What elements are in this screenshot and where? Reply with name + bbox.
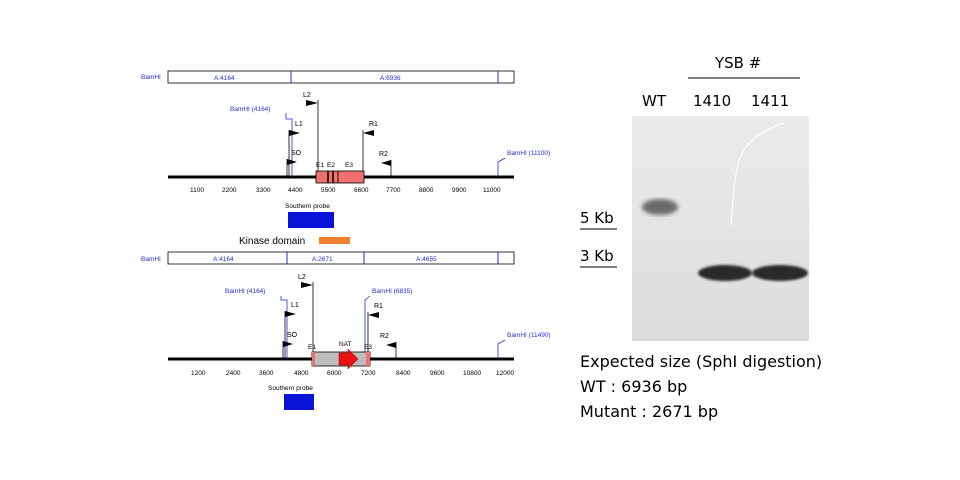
wt-fragment-label: A:6936 (380, 75, 401, 82)
mut-fragment-label: A:4164 (213, 256, 234, 263)
primer-label: L2 (298, 274, 306, 281)
wt-site-label: BamHI (4164) (230, 106, 270, 113)
ysb-header: YSB # (714, 54, 761, 72)
mut-primer-l2: L2 (298, 274, 314, 359)
nat-arrow (338, 348, 359, 370)
wt-map: BamHI A:4164 A:6936 BamHI (4164) BamHI (… (141, 70, 550, 247)
primer-label: L1 (291, 302, 299, 309)
tick-label: 9600 (430, 370, 445, 377)
wt-primer-r1: R1 (362, 121, 378, 177)
wt-probe-label: Southern probe (285, 203, 330, 210)
tick-label: 4800 (294, 370, 309, 377)
primer-label: L2 (303, 92, 311, 99)
southern-blot-panel: YSB # WT 1410 1411 5 Kb 3 Kb Expected si… (580, 54, 822, 421)
mut-fragment-label: A:4655 (416, 256, 437, 263)
mut-site-label: BamHI (6835) (372, 288, 412, 295)
wt-site-label: BamHI (11100) (507, 150, 550, 157)
mut-site-pointer (364, 295, 371, 359)
tick-label: 10800 (463, 370, 481, 377)
tick-label: 8800 (419, 187, 434, 194)
mut-exon-e3 (366, 352, 370, 366)
mut-site-pointer (497, 339, 506, 359)
mut-primer-r2: R2 (380, 333, 397, 359)
marker-3kb: 3 Kb (580, 247, 614, 265)
exon-label: E1 (308, 344, 316, 351)
blot-image (632, 116, 809, 341)
tick-label: 2200 (222, 187, 237, 194)
tick-label: 8400 (396, 370, 411, 377)
primer-label: R2 (380, 333, 389, 340)
wt-bamhi-label: BamHI (141, 74, 161, 81)
caption-mutant: Mutant : 2671 bp (580, 402, 718, 421)
wt-exon-e1-e2 (315, 170, 339, 184)
exon-label: E2 (327, 162, 335, 169)
tick-label: 1100 (190, 187, 204, 194)
lane-label-1410: 1410 (693, 92, 731, 110)
mut-fragment-bar (167, 251, 515, 265)
mut-probe-label: Southern probe (268, 385, 313, 392)
tick-label: 12000 (496, 370, 514, 377)
mut-site-label: BamHI (11490) (507, 332, 551, 339)
lane-label-wt: WT (642, 92, 667, 110)
primer-label: R1 (374, 303, 383, 310)
tick-label: 11000 (483, 187, 501, 194)
tick-label: 6000 (327, 370, 342, 377)
tick-label: 6600 (354, 187, 369, 194)
kinase-domain-label: Kinase domain (239, 236, 305, 247)
caption-title: Expected size (SphI digestion) (580, 352, 822, 371)
wt-southern-probe (288, 212, 334, 228)
wt-primer-l2: L2 (303, 92, 319, 177)
tick-label: 3600 (259, 370, 274, 377)
band-1410 (698, 265, 752, 281)
tick-label: 7200 (361, 370, 376, 377)
kinase-domain-bar (319, 237, 350, 244)
mut-primer-l1: L1 (284, 302, 299, 359)
wt-primer-l1: L1 (288, 121, 303, 177)
lane-label-1411: 1411 (751, 92, 789, 110)
wt-primer-r2: R2 (379, 151, 392, 177)
exon-label: E3 (364, 344, 372, 351)
wt-fragment-label: A:4164 (214, 75, 235, 82)
mut-primer-so: SO (282, 332, 298, 359)
exon-label: E1 (316, 162, 324, 169)
mut-primer-r1: R1 (367, 303, 383, 359)
tick-label: 4400 (288, 187, 303, 194)
primer-label: L1 (295, 121, 303, 128)
tick-label: 7700 (386, 187, 401, 194)
wt-primer-so: SO (286, 150, 302, 177)
mut-fragment-label: A:2671 (312, 256, 333, 263)
tick-label: 9900 (452, 187, 467, 194)
wt-site-pointer (285, 113, 293, 177)
mut-axis: 1200 2400 3600 4800 6000 7200 8400 9600 … (191, 370, 514, 377)
band-wt (642, 199, 678, 215)
primer-label: R1 (369, 121, 378, 128)
wt-exon-e3 (337, 170, 365, 184)
nat-label: NAT (339, 341, 352, 348)
band-1411 (752, 265, 808, 281)
primer-label: R2 (379, 151, 388, 158)
caption-wt: WT : 6936 bp (580, 377, 687, 396)
wt-site-pointer (497, 157, 506, 177)
mutant-map: BamHI A:4164 A:2671 A:4655 BamHI (4164) … (141, 251, 551, 410)
mut-bamhi-label: BamHI (141, 256, 161, 263)
wt-axis: 1100 2200 3300 4400 5500 6600 7700 8800 … (190, 187, 501, 194)
primer-label: SO (291, 150, 302, 157)
exon-label: E3 (345, 162, 353, 169)
mut-site-pointer (280, 296, 288, 359)
tick-label: 5500 (321, 187, 336, 194)
blot-scratch (730, 122, 785, 226)
tick-label: 2400 (226, 370, 241, 377)
mut-exon-e1 (312, 352, 315, 366)
mut-site-label: BamHI (4164) (225, 288, 265, 295)
marker-5kb: 5 Kb (580, 209, 614, 227)
tick-label: 3300 (256, 187, 271, 194)
primer-label: SO (287, 332, 298, 339)
wt-fragment-bar (167, 70, 515, 84)
mut-southern-probe (284, 394, 314, 410)
tick-label: 1200 (191, 370, 206, 377)
